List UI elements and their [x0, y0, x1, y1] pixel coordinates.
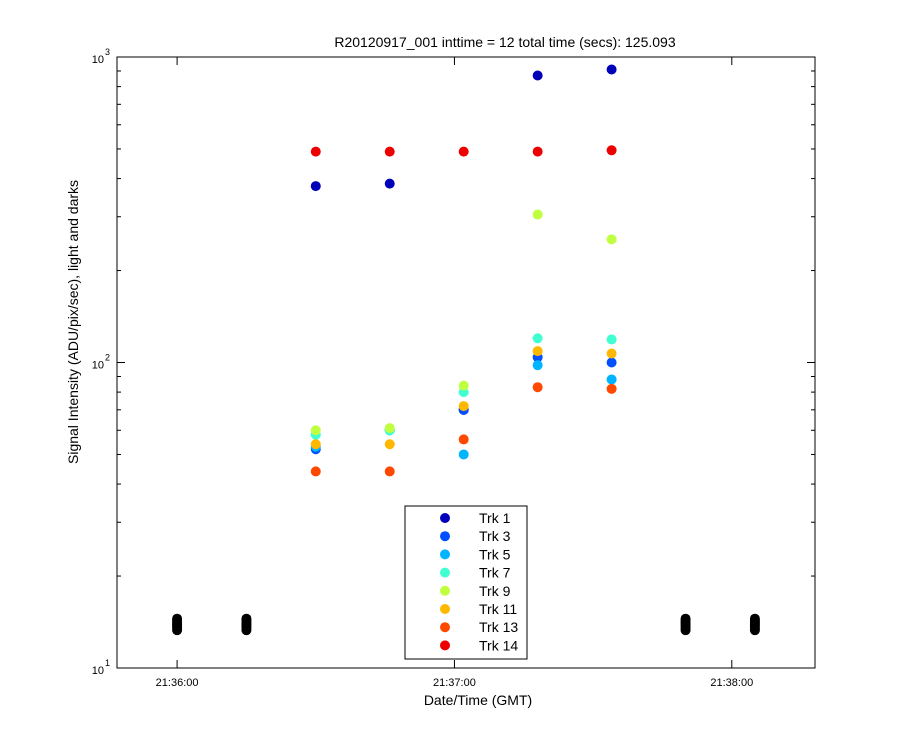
legend-marker [440, 513, 450, 523]
point-trk-11 [310, 439, 321, 450]
legend-label: Trk 11 [479, 601, 517, 617]
point-trk-13 [384, 466, 395, 477]
x-axis-label: Date/Time (GMT) [424, 692, 532, 708]
y-tick-exponent: 2 [105, 353, 110, 363]
x-tick-label: 21:38:00 [710, 677, 753, 689]
legend-label: Trk 9 [479, 583, 511, 599]
point-trk-5 [532, 360, 543, 371]
point-trk-11 [532, 346, 543, 357]
chart-title: R20120917_001 inttime = 12 total time (s… [334, 34, 675, 50]
point-trk-14 [458, 146, 469, 157]
legend-label: Trk 14 [479, 637, 518, 653]
point-trk-14 [384, 146, 395, 157]
dark-frames-points [172, 613, 760, 636]
point-trk-1 [532, 70, 543, 81]
y-tick-exponent: 3 [105, 47, 110, 57]
point-trk-11 [458, 401, 469, 412]
point-trk-1 [384, 178, 395, 189]
point-trk-1 [310, 181, 321, 192]
legend-label: Trk 5 [479, 546, 511, 562]
x-tick-label: 21:36:00 [156, 677, 199, 689]
legend-marker [440, 585, 450, 596]
point-trk-9 [458, 380, 469, 391]
legend-marker [440, 622, 450, 633]
point-trk-14 [310, 146, 321, 157]
point-trk-7 [532, 333, 543, 344]
x-tick-label: 21:37:00 [433, 677, 476, 689]
point-trk-1 [606, 64, 617, 75]
y-tick-label: 10 [92, 54, 104, 66]
point-trk-11 [606, 348, 617, 359]
point-trk-13 [532, 382, 543, 393]
point-trk-9 [532, 209, 543, 220]
point-trk-5 [606, 374, 617, 385]
legend: Trk 1 Trk 3 Trk 5 Trk 7 Trk 9 Trk 11 Trk 13 Trk… [404, 505, 528, 660]
legend-marker [440, 549, 450, 560]
point-trk-13 [458, 434, 469, 445]
legend-marker [440, 567, 450, 578]
point-trk-14 [606, 145, 617, 156]
point-trk-5 [458, 449, 469, 460]
dark-point [241, 613, 252, 624]
y-tick-label: 10 [92, 665, 104, 677]
point-trk-3 [606, 357, 617, 368]
y-tick-label: 10 [92, 360, 104, 372]
point-trk-7 [606, 334, 617, 345]
point-trk-9 [606, 234, 617, 245]
point-trk-9 [384, 423, 395, 434]
legend-label: Trk 1 [479, 510, 511, 526]
y-axis-label: Signal Intensity (ADU/pix/sec), light an… [65, 180, 81, 464]
dark-point [749, 613, 760, 624]
legend-marker [440, 531, 450, 542]
minor-ticks [117, 70, 815, 577]
legend-label: Trk 13 [479, 619, 518, 635]
point-trk-14 [532, 146, 543, 157]
point-trk-11 [384, 439, 395, 450]
dark-point [172, 613, 183, 624]
legend-marker [440, 604, 450, 614]
point-trk-9 [310, 425, 321, 436]
point-trk-13 [606, 383, 617, 394]
y-tick-exponent: 1 [105, 658, 110, 668]
legend-box [404, 505, 528, 660]
x-axis-ticks: 21:36:00 21:37:00 21:38:00 [156, 57, 753, 689]
legend-entries: Trk 1 Trk 3 Trk 5 Trk 7 Trk 9 Trk 11 Trk 13 Trk… [440, 510, 518, 653]
point-trk-13 [310, 466, 321, 477]
legend-marker [440, 640, 450, 651]
legend-label: Trk 3 [479, 528, 511, 544]
dark-point [680, 613, 691, 624]
data-points [310, 64, 617, 477]
legend-label: Trk 7 [479, 565, 511, 581]
